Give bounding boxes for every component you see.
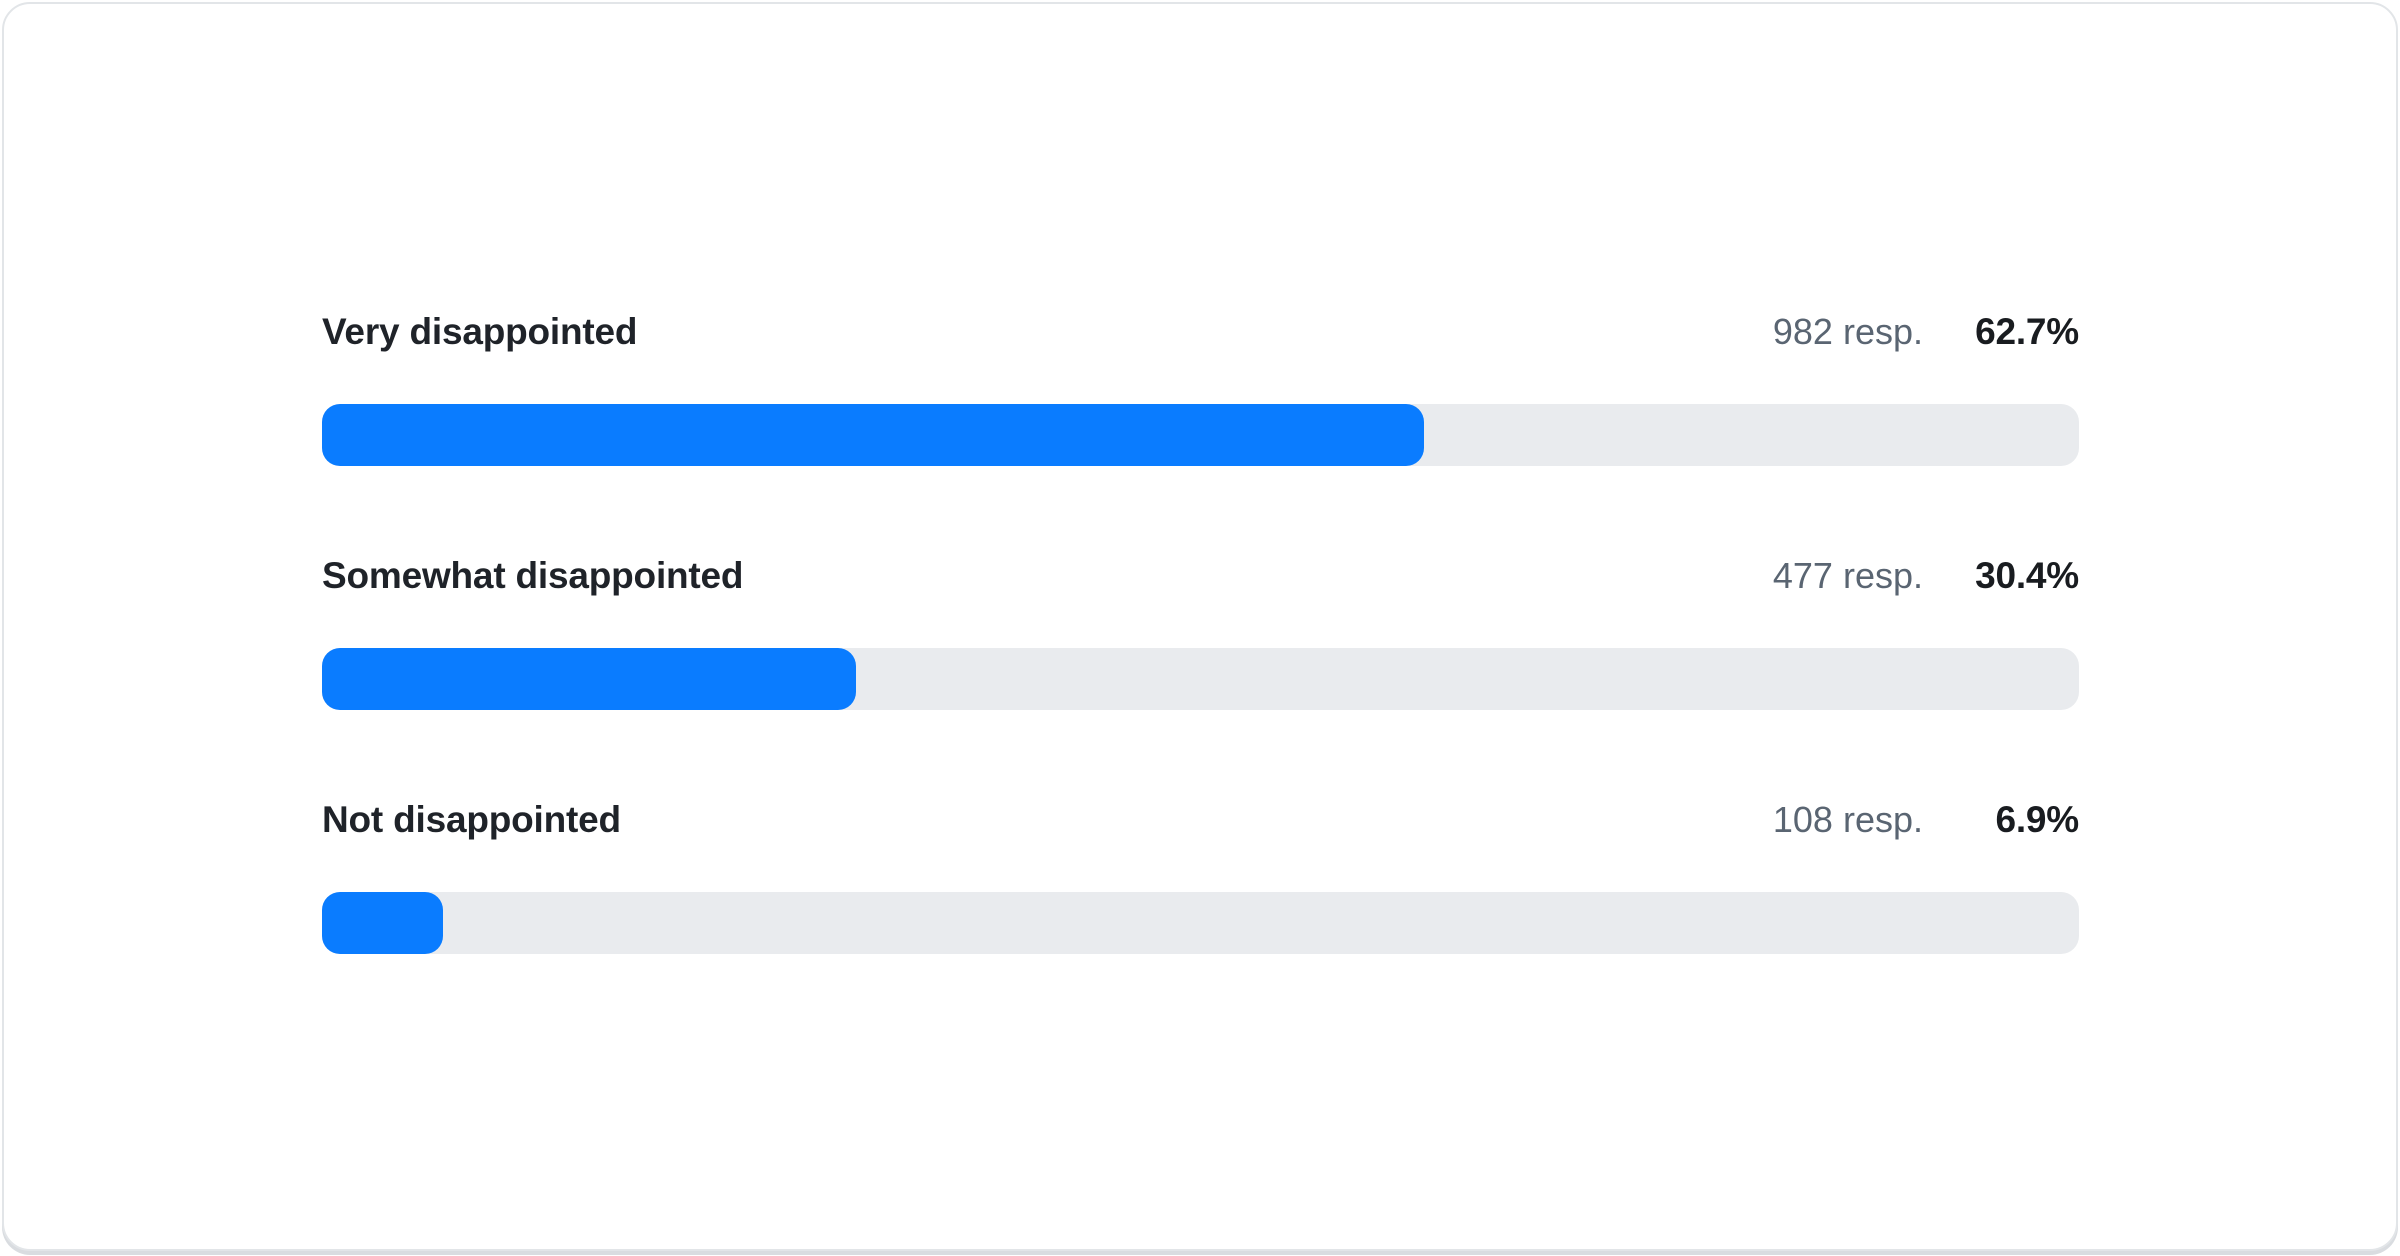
answer-label: Very disappointed	[322, 311, 638, 352]
result-row-very-disappointed: Very disappointed 982 resp. 62.7%	[322, 308, 2079, 466]
row-values: 477 resp. 30.4%	[1773, 552, 2079, 600]
bar-track	[322, 648, 2079, 710]
response-count: 477 resp.	[1772, 555, 1923, 596]
bar-fill	[322, 648, 857, 710]
percent-value: 30.4%	[1975, 555, 2079, 596]
response-count: 982 resp.	[1772, 311, 1923, 352]
row-header: Somewhat disappointed 477 resp. 30.4%	[322, 552, 2079, 600]
answer-label: Somewhat disappointed	[322, 555, 744, 596]
answer-label: Not disappointed	[322, 799, 621, 840]
bar-track	[322, 892, 2079, 954]
percent-value: 6.9%	[1995, 799, 2079, 840]
row-header: Very disappointed 982 resp. 62.7%	[322, 308, 2079, 356]
row-header: Not disappointed 108 resp. 6.9%	[322, 796, 2079, 844]
bar-track	[322, 404, 2079, 466]
result-row-somewhat-disappointed: Somewhat disappointed 477 resp. 30.4%	[322, 552, 2079, 710]
percent-value: 62.7%	[1975, 311, 2079, 352]
bar-fill	[322, 892, 444, 954]
response-count: 108 resp.	[1772, 799, 1923, 840]
row-values: 108 resp. 6.9%	[1773, 796, 2079, 844]
result-row-not-disappointed: Not disappointed 108 resp. 6.9%	[322, 796, 2079, 954]
row-values: 982 resp. 62.7%	[1773, 308, 2079, 356]
bar-fill	[322, 404, 1424, 466]
